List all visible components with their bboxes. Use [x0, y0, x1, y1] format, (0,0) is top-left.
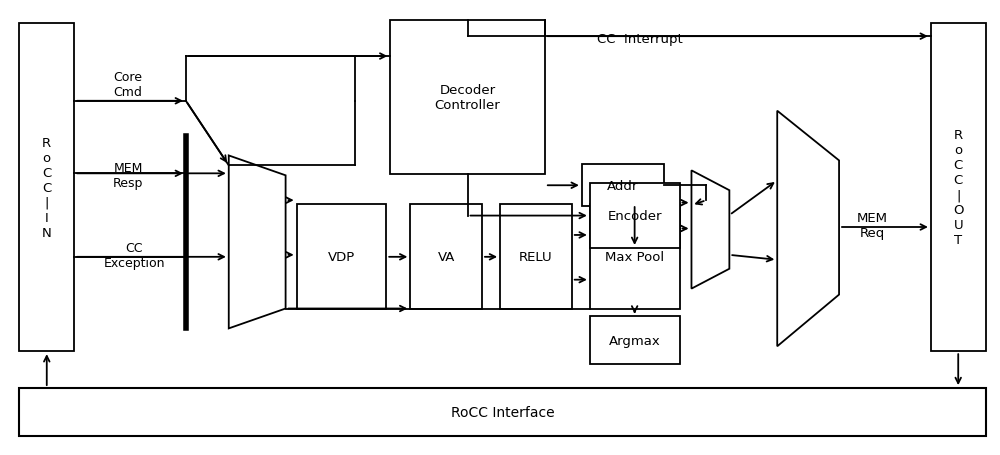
Text: Core
Cmd: Core Cmd — [114, 71, 143, 99]
Text: Argmax: Argmax — [609, 334, 660, 347]
Text: RoCC Interface: RoCC Interface — [451, 405, 554, 419]
Text: CC  Interrupt: CC Interrupt — [597, 33, 682, 46]
Text: Max Pool: Max Pool — [605, 250, 664, 263]
Bar — [297, 205, 386, 309]
Bar — [19, 24, 74, 351]
Bar — [931, 24, 986, 351]
Bar — [590, 205, 680, 309]
Text: MEM
Resp: MEM Resp — [113, 162, 143, 190]
Text: Decoder
Controller: Decoder Controller — [435, 84, 500, 112]
Text: CC
Exception: CC Exception — [103, 241, 165, 269]
Bar — [410, 205, 482, 309]
Bar — [500, 205, 572, 309]
Bar — [19, 388, 986, 436]
Bar — [390, 21, 545, 175]
Text: Addr: Addr — [607, 179, 638, 192]
Text: VDP: VDP — [328, 250, 355, 263]
Bar — [582, 165, 664, 207]
Text: R
o
C
C
|
I
N: R o C C | I N — [42, 136, 52, 239]
Text: Encoder: Encoder — [607, 210, 662, 222]
Text: R
o
C
C
|
O
U
T: R o C C | O U T — [953, 129, 963, 247]
Text: MEM
Req: MEM Req — [856, 212, 887, 239]
Text: VA: VA — [437, 250, 455, 263]
Bar — [590, 317, 680, 364]
Text: RELU: RELU — [519, 250, 553, 263]
Bar — [590, 184, 680, 248]
